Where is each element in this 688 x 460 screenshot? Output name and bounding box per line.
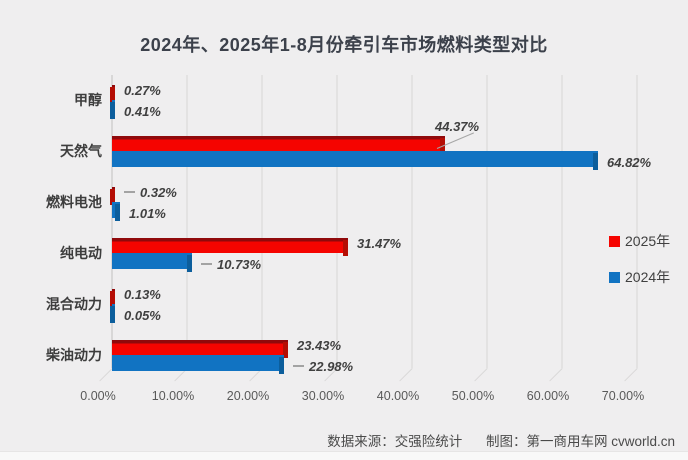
x-tick-label: 50.00%: [451, 389, 495, 403]
bottom-strip: [0, 451, 688, 460]
gridline: [186, 75, 188, 368]
bar-end-cap: [110, 102, 115, 119]
category-label: 纯电动: [60, 245, 102, 261]
bar-2024年-纯电动: [112, 253, 192, 272]
bar-end-cap: [110, 189, 115, 205]
value-label: 0.41%: [124, 104, 161, 119]
bar-end-cap: [283, 342, 288, 358]
footer-credit: 制图：第一商用车网 cvworld.cn: [485, 434, 675, 449]
legend-swatch-2024年: [609, 271, 620, 283]
bar-2024年-柴油动力: [112, 355, 284, 374]
bar-end-cap: [110, 306, 115, 323]
label-leader-dash: [293, 364, 304, 367]
value-label: 23.43%: [297, 338, 342, 353]
legend-label: 2024年: [625, 269, 671, 285]
bar-end-cap: [440, 138, 445, 154]
bar-2024年-燃料电池: [112, 202, 120, 221]
x-tick-label: 0.00%: [80, 389, 116, 403]
value-label: 0.27%: [124, 83, 161, 98]
bar-2025年-天然气: [112, 136, 445, 154]
chart-footer: 数据来源：交强险统计 制图：第一商用车网 cvworld.cn: [327, 430, 675, 450]
x-tick-label: 30.00%: [301, 389, 345, 403]
bar-2025年-柴油动力: [112, 340, 288, 358]
legend-label: 2025年: [625, 233, 671, 249]
floor-perspective-line: [549, 368, 563, 382]
category-label: 混合动力: [46, 296, 102, 312]
bar-2025年-燃料电池: [110, 187, 115, 205]
legend-swatch-2025年: [609, 235, 620, 247]
category-label: 柴油动力: [46, 347, 102, 363]
bar-2025年-混合动力: [110, 289, 115, 307]
x-tick-label: 40.00%: [376, 389, 420, 403]
value-label: 0.32%: [124, 185, 177, 200]
bar-2024年-天然气: [112, 151, 598, 170]
legend-item: 2025年: [609, 232, 670, 250]
floor-perspective-line: [99, 368, 113, 382]
gridline: [411, 75, 413, 368]
category-label: 天然气: [60, 143, 102, 159]
value-label: 0.05%: [124, 308, 161, 323]
legend: 2025年 2024年: [609, 232, 670, 304]
x-tick-label: 70.00%: [601, 389, 645, 403]
bar-end-cap: [279, 357, 284, 374]
bar-end-cap: [115, 204, 120, 221]
bar-2025年-甲醇: [110, 85, 115, 103]
value-label: 22.98%: [293, 359, 353, 374]
value-label: 31.47%: [357, 236, 402, 251]
gridline: [486, 75, 488, 368]
floor-perspective-line: [624, 368, 638, 382]
value-label: 1.01%: [129, 206, 166, 221]
bar-end-cap: [593, 153, 598, 170]
bar-end-cap: [110, 87, 115, 103]
value-label: 10.73%: [201, 257, 261, 272]
category-label: 燃料电池: [46, 194, 102, 210]
bar-end-cap: [187, 255, 192, 272]
bar-2024年-混合动力: [110, 304, 115, 323]
gridline: [336, 75, 338, 368]
chart-title: 2024年、2025年1-8月份牵引车市场燃料类型对比: [140, 35, 548, 55]
category-label: 甲醇: [74, 92, 102, 108]
gridline: [261, 75, 263, 368]
label-leader-dash: [201, 262, 212, 265]
label-leader-dash: [124, 190, 135, 193]
floor-perspective-line: [474, 368, 488, 382]
legend-item: 2024年: [609, 268, 670, 286]
gridline: [636, 75, 638, 368]
footer-source: 数据来源：交强险统计: [327, 434, 463, 449]
y-axis-line: [111, 75, 113, 368]
gridline: [561, 75, 563, 368]
value-label: 64.82%: [607, 155, 652, 170]
value-label: 44.37%: [435, 119, 480, 134]
bar-end-cap: [110, 291, 115, 307]
bar-end-cap: [343, 240, 348, 256]
bar-2025年-纯电动: [112, 238, 348, 256]
x-tick-label: 20.00%: [226, 389, 270, 403]
x-tick-label: 10.00%: [151, 389, 195, 403]
x-tick-label: 60.00%: [526, 389, 570, 403]
value-label: 0.13%: [124, 287, 161, 302]
bar-2024年-甲醇: [110, 100, 115, 119]
floor-perspective-line: [399, 368, 413, 382]
